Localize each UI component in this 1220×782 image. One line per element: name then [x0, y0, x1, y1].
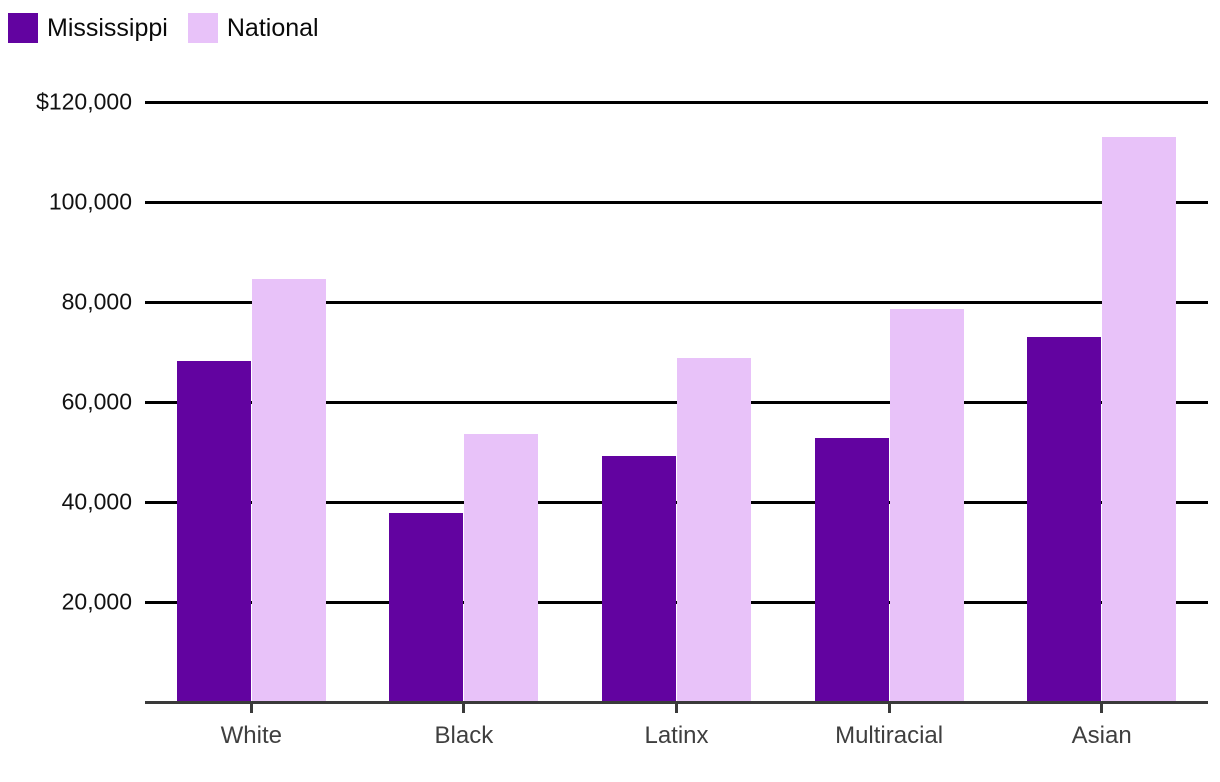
legend-swatch-national-icon [187, 13, 218, 43]
gridline [145, 300, 1208, 304]
legend-label-mississippi: Mississippi [47, 13, 168, 42]
gridline [145, 400, 1208, 404]
y-axis-tick-label: 100,000 [48, 188, 132, 215]
gridline [145, 600, 1208, 604]
x-axis-tick [249, 704, 253, 713]
bar-mississippi-asian [1027, 337, 1102, 702]
x-axis-line [145, 701, 1208, 704]
legend-item-national: National [187, 13, 319, 43]
bar-mississippi-white [176, 361, 251, 702]
bar-national-latinx [677, 358, 751, 702]
chart-legend: Mississippi National [8, 13, 319, 43]
gridline [145, 200, 1208, 204]
bar-national-black [464, 434, 539, 702]
x-axis-label: Multiracial [835, 722, 944, 749]
bar-national-asian [1102, 137, 1177, 702]
legend-swatch-mississippi-icon [8, 13, 38, 43]
y-axis-tick-label: 40,000 [61, 488, 132, 515]
x-axis-label: Asian [1071, 722, 1132, 749]
bar-mississippi-black [389, 513, 464, 702]
y-axis-tick-label: 20,000 [61, 588, 132, 615]
bar-national-multiracial [889, 309, 964, 702]
x-axis-tick [1100, 704, 1104, 713]
bar-mississippi-latinx [602, 456, 676, 702]
x-axis-tick [462, 704, 466, 713]
y-axis-tick-label: 80,000 [61, 288, 132, 315]
bar-mississippi-multiracial [814, 438, 889, 702]
gridline [145, 500, 1208, 504]
y-axis-tick-label: $120,000 [36, 88, 132, 115]
gridline [145, 100, 1208, 104]
x-axis-tick [675, 704, 678, 713]
legend-label-national: National [226, 13, 319, 42]
x-axis-label: Black [434, 722, 494, 749]
x-axis-tick [887, 704, 891, 713]
x-axis-label: White [220, 722, 282, 749]
bar-national-white [251, 279, 326, 702]
y-axis-tick-label: 60,000 [61, 388, 132, 415]
x-axis-label: Latinx [644, 722, 709, 749]
legend-item-mississippi: Mississippi [8, 13, 168, 43]
